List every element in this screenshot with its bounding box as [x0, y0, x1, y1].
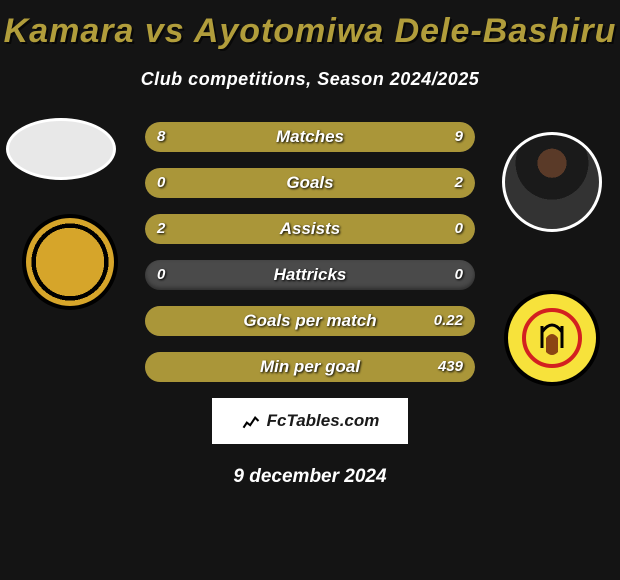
- subtitle: Club competitions, Season 2024/2025: [0, 69, 620, 90]
- stat-label: Assists: [145, 214, 475, 244]
- stat-row: 89Matches: [145, 122, 475, 152]
- branding-label: FcTables.com: [267, 411, 380, 431]
- stat-row: 0.22Goals per match: [145, 306, 475, 336]
- stat-label: Goals per match: [145, 306, 475, 336]
- stat-label: Min per goal: [145, 352, 475, 382]
- chart-icon: [241, 411, 261, 431]
- player-right-avatar: [502, 132, 602, 232]
- stat-row: 02Goals: [145, 168, 475, 198]
- club-right-badge: [504, 290, 600, 386]
- stat-row: 20Assists: [145, 214, 475, 244]
- stat-label: Hattricks: [145, 260, 475, 290]
- stat-row: 439Min per goal: [145, 352, 475, 382]
- stat-row: 00Hattricks: [145, 260, 475, 290]
- branding-badge: FcTables.com: [212, 398, 408, 444]
- comparison-panel: 89Matches 02Goals 20Assists 00Hattricks 0.22…: [0, 122, 620, 382]
- watford-icon: [522, 308, 582, 368]
- stat-label: Matches: [145, 122, 475, 152]
- stat-label: Goals: [145, 168, 475, 198]
- stat-bars: 89Matches 02Goals 20Assists 00Hattricks 0.22…: [145, 122, 475, 382]
- date-label: 9 december 2024: [0, 466, 620, 488]
- player-left-avatar: [6, 118, 116, 180]
- club-left-badge: [22, 214, 118, 310]
- page-title: Kamara vs Ayotomiwa Dele-Bashiru: [0, 0, 620, 51]
